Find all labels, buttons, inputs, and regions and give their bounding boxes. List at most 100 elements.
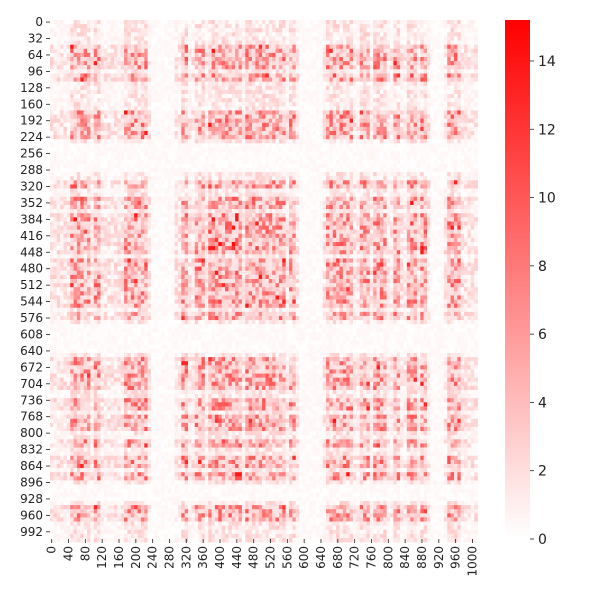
heatmap-cell (181, 172, 185, 176)
heatmap-cell (67, 127, 71, 131)
heatmap-cell (383, 160, 387, 164)
heatmap-cell (252, 119, 256, 123)
heatmap-cell (353, 119, 357, 123)
heatmap-cell (400, 143, 404, 147)
heatmap-cell (208, 49, 212, 53)
heatmap-cell (286, 98, 290, 102)
heatmap-cell (434, 119, 438, 123)
heatmap-cell (269, 110, 273, 114)
heatmap-cell (302, 160, 306, 164)
heatmap-cell (84, 131, 88, 135)
heatmap-cell (154, 135, 158, 139)
heatmap-cell (131, 102, 135, 106)
heatmap-cell (454, 57, 458, 61)
heatmap-cell (111, 176, 115, 180)
heatmap-cell (131, 152, 135, 156)
heatmap-cell (363, 69, 367, 73)
heatmap-cell (111, 147, 115, 151)
heatmap-cell (218, 115, 222, 119)
heatmap-cell (397, 90, 401, 94)
heatmap-cell (286, 82, 290, 86)
heatmap-cell (427, 127, 431, 131)
heatmap-cell (84, 147, 88, 151)
heatmap-cell (239, 41, 243, 45)
heatmap-cell (252, 94, 256, 98)
heatmap-cell (309, 86, 313, 90)
heatmap-cell (249, 69, 253, 73)
heatmap-cell (464, 20, 468, 24)
heatmap-cell (360, 45, 364, 49)
heatmap-cell (451, 127, 455, 131)
heatmap-cell (215, 61, 219, 65)
heatmap-cell (60, 49, 64, 53)
heatmap-cell (245, 57, 249, 61)
heatmap-cell (87, 78, 91, 82)
heatmap-cell (353, 131, 357, 135)
heatmap-cell (363, 110, 367, 114)
heatmap-cell (185, 168, 189, 172)
heatmap-cell (171, 152, 175, 156)
heatmap-cell (117, 36, 121, 40)
heatmap-cell (377, 86, 381, 90)
heatmap-cell (158, 135, 162, 139)
heatmap-cell (232, 123, 236, 127)
heatmap-cell (111, 82, 115, 86)
heatmap-cell (168, 180, 172, 184)
heatmap-cell (414, 90, 418, 94)
heatmap-cell (255, 119, 259, 123)
heatmap-cell (336, 98, 340, 102)
heatmap-cell (427, 94, 431, 98)
heatmap-cell (336, 131, 340, 135)
heatmap-cell (63, 172, 67, 176)
heatmap-cell (346, 53, 350, 57)
heatmap-cell (383, 135, 387, 139)
heatmap-cell (309, 57, 313, 61)
heatmap-cell (235, 160, 239, 164)
heatmap-cell (366, 106, 370, 110)
heatmap-cell (208, 78, 212, 82)
heatmap-cell (228, 147, 232, 151)
heatmap-cell (437, 164, 441, 168)
heatmap-cell (387, 98, 391, 102)
heatmap-cell (316, 49, 320, 53)
heatmap-cell (299, 102, 303, 106)
heatmap-cell (205, 90, 209, 94)
heatmap-cell (161, 24, 165, 28)
heatmap-cell (117, 65, 121, 69)
heatmap-cell (366, 115, 370, 119)
heatmap-cell (461, 20, 465, 24)
heatmap-cell (400, 69, 404, 73)
heatmap-cell (400, 24, 404, 28)
heatmap-cell (417, 45, 421, 49)
heatmap-cell (201, 164, 205, 168)
heatmap-cell (340, 53, 344, 57)
heatmap-cell (329, 20, 333, 24)
heatmap-cell (201, 115, 205, 119)
heatmap-cell (400, 172, 404, 176)
heatmap-cell (346, 36, 350, 40)
heatmap-cell (292, 98, 296, 102)
heatmap-cell (245, 86, 249, 90)
heatmap-cell (239, 98, 243, 102)
heatmap-cell (148, 135, 152, 139)
heatmap-cell (114, 41, 118, 45)
heatmap-cell (151, 135, 155, 139)
heatmap-cell (360, 82, 364, 86)
heatmap-cell (444, 94, 448, 98)
heatmap-cell (356, 94, 360, 98)
heatmap-cell (101, 98, 105, 102)
heatmap-cell (265, 28, 269, 32)
heatmap-cell (77, 82, 81, 86)
heatmap-cell (144, 168, 148, 172)
heatmap-cell (289, 28, 293, 32)
heatmap-cell (208, 36, 212, 40)
heatmap-cell (212, 147, 216, 151)
heatmap-cell (148, 164, 152, 168)
heatmap-cell (286, 90, 290, 94)
heatmap-cell (383, 69, 387, 73)
heatmap-cell (451, 152, 455, 156)
heatmap-cell (161, 53, 165, 57)
heatmap-cell (289, 156, 293, 160)
heatmap-cell (107, 65, 111, 69)
heatmap-cell (181, 152, 185, 156)
